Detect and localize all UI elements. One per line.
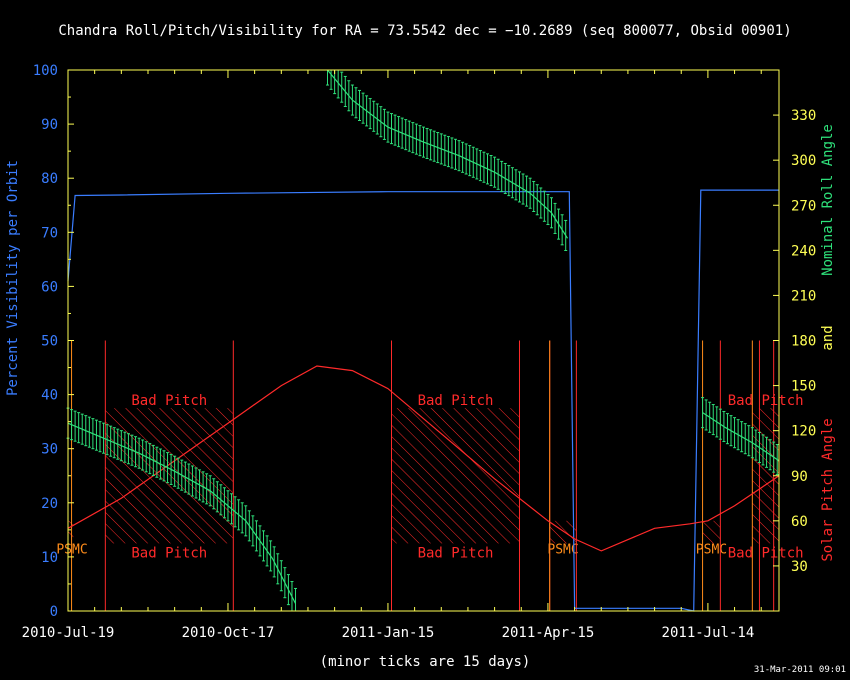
y-left-tick-label: 0 bbox=[50, 604, 58, 620]
bad-pitch-label: Bad Pitch bbox=[131, 545, 207, 561]
solar-pitch-line bbox=[67, 365, 780, 552]
y-right-tick-label: 270 bbox=[791, 198, 816, 214]
y-right-tick-label: 300 bbox=[791, 153, 816, 169]
vertical-lines-layer bbox=[71, 340, 775, 611]
bands-layer: Bad Pitch Bad Pitch Bad Pitch Bad Pitch Bad … bbox=[56, 393, 803, 561]
y-right-tick-label: 90 bbox=[791, 469, 808, 485]
y-left-tick-label: 80 bbox=[41, 171, 58, 187]
y-left-tick-label: 60 bbox=[41, 279, 58, 295]
axes-layer: 0 10 20 30 40 50 60 70 80 90 100 30 60 90 120 150 180 210… bbox=[22, 63, 817, 641]
y-left-tick-label: 70 bbox=[41, 225, 58, 241]
bad-pitch-label: Bad Pitch bbox=[418, 393, 494, 409]
y-right-tick-label: 180 bbox=[791, 334, 816, 350]
bad-pitch-label: Bad Pitch bbox=[131, 393, 207, 409]
psmc-label: PSMC bbox=[547, 542, 578, 557]
psmc-label: PSMC bbox=[696, 542, 727, 557]
x-tick-label: 2011-Jan-15 bbox=[342, 625, 435, 641]
y-left-tick-label: 10 bbox=[41, 550, 58, 566]
roll-angle-line bbox=[327, 69, 569, 239]
x-axis-label: (minor ticks are 15 days) bbox=[320, 654, 531, 670]
visibility-line bbox=[67, 189, 779, 612]
bad-pitch-label: Bad Pitch bbox=[728, 393, 804, 409]
y-axis-label-right-and: and bbox=[820, 325, 836, 350]
y-right-tick-label: 30 bbox=[791, 559, 808, 575]
y-left-tick-label: 40 bbox=[41, 388, 58, 404]
chart-title: Chandra Roll/Pitch/Visibility for RA = 7… bbox=[58, 23, 791, 39]
bad-pitch-zone bbox=[105, 408, 234, 544]
bad-pitch-label: Bad Pitch bbox=[728, 545, 804, 561]
bad-pitch-label: Bad Pitch bbox=[418, 545, 494, 561]
y-axis-label-left: Percent Visibility per Orbit bbox=[5, 160, 21, 396]
y-axis-label-right-bottom: Solar Pitch Angle bbox=[820, 418, 836, 561]
y-right-tick-label: 240 bbox=[791, 243, 816, 259]
x-tick-label: 2011-Jul-14 bbox=[662, 625, 755, 641]
y-right-tick-label: 150 bbox=[791, 379, 816, 395]
psmc-zone bbox=[702, 520, 721, 544]
x-tick-label: 2010-Oct-17 bbox=[182, 625, 275, 641]
roll-angle-line bbox=[702, 412, 780, 462]
psmc-zone bbox=[68, 520, 74, 544]
timestamp: 31-Mar-2011 09:01 bbox=[754, 665, 846, 675]
roll-angle-line bbox=[67, 422, 297, 604]
y-right-tick-label: 120 bbox=[791, 424, 816, 440]
bad-pitch-zone bbox=[391, 408, 520, 544]
x-tick-label: 2011-Apr-15 bbox=[502, 625, 595, 641]
y-left-tick-label: 30 bbox=[41, 442, 58, 458]
x-tick-label: 2010-Jul-19 bbox=[22, 625, 115, 641]
y-left-tick-label: 100 bbox=[33, 63, 58, 79]
y-right-tick-label: 210 bbox=[791, 288, 816, 304]
y-left-tick-label: 20 bbox=[41, 496, 58, 512]
y-right-tick-label: 330 bbox=[791, 108, 816, 124]
y-left-tick-label: 90 bbox=[41, 117, 58, 133]
y-right-tick-label: 60 bbox=[791, 514, 808, 530]
y-left-tick-label: 50 bbox=[41, 334, 58, 350]
y-axis-label-right-top: Nominal Roll Angle bbox=[820, 124, 836, 276]
series-layer bbox=[66, 69, 780, 612]
